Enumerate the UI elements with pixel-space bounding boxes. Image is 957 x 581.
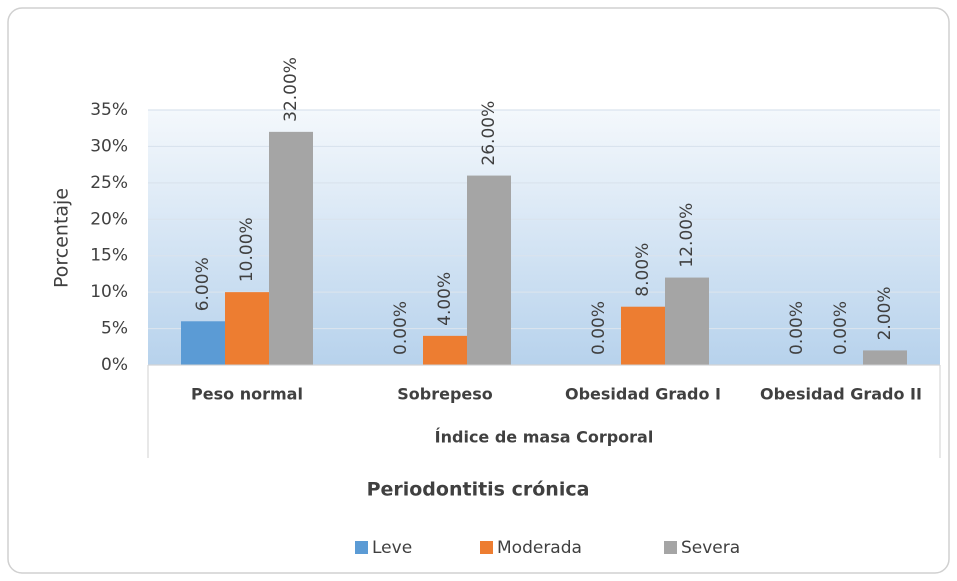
y-tick-label: 5%	[101, 319, 128, 339]
bar	[863, 350, 907, 365]
data-label: 0.00%	[391, 301, 411, 355]
data-label: 8.00%	[633, 243, 653, 297]
x-tick-label: Obesidad Grado II	[760, 385, 922, 404]
y-tick-label: 35%	[90, 100, 128, 120]
y-tick-label: 20%	[90, 209, 128, 229]
x-tick-label: Sobrepeso	[397, 385, 493, 404]
legend-swatch	[480, 541, 493, 554]
data-label: 10.00%	[237, 217, 257, 282]
bar	[467, 175, 511, 365]
data-label: 6.00%	[193, 257, 213, 311]
y-axis-title: Porcentaje	[51, 188, 73, 288]
data-label: 12.00%	[677, 203, 697, 268]
legend-swatch	[355, 541, 368, 554]
data-label: 0.00%	[831, 301, 851, 355]
legend-title: Periodontitis crónica	[367, 479, 590, 501]
bar	[269, 131, 313, 365]
legend-label: Moderada	[497, 538, 582, 558]
bar	[665, 277, 709, 365]
data-label: 32.00%	[281, 57, 301, 122]
x-tick-label: Peso normal	[191, 385, 303, 404]
bar	[181, 321, 225, 365]
x-tick-label: Obesidad Grado I	[565, 385, 721, 404]
data-label: 26.00%	[479, 101, 499, 166]
y-tick-label: 25%	[90, 173, 128, 193]
bar	[423, 335, 467, 365]
y-tick-label: 10%	[90, 282, 128, 302]
bar	[225, 292, 269, 365]
y-tick-label: 0%	[101, 355, 128, 375]
legend-swatch	[664, 541, 677, 554]
x-axis-title: Índice de masa Corporal	[435, 428, 654, 447]
data-label: 0.00%	[787, 301, 807, 355]
data-label: 0.00%	[589, 301, 609, 355]
bar	[621, 306, 665, 365]
legend-label: Leve	[372, 538, 412, 558]
data-label: 4.00%	[435, 272, 455, 326]
y-tick-label: 15%	[90, 246, 128, 266]
y-tick-label: 30%	[90, 136, 128, 156]
data-label: 2.00%	[875, 286, 895, 340]
legend-label: Severa	[681, 538, 740, 558]
